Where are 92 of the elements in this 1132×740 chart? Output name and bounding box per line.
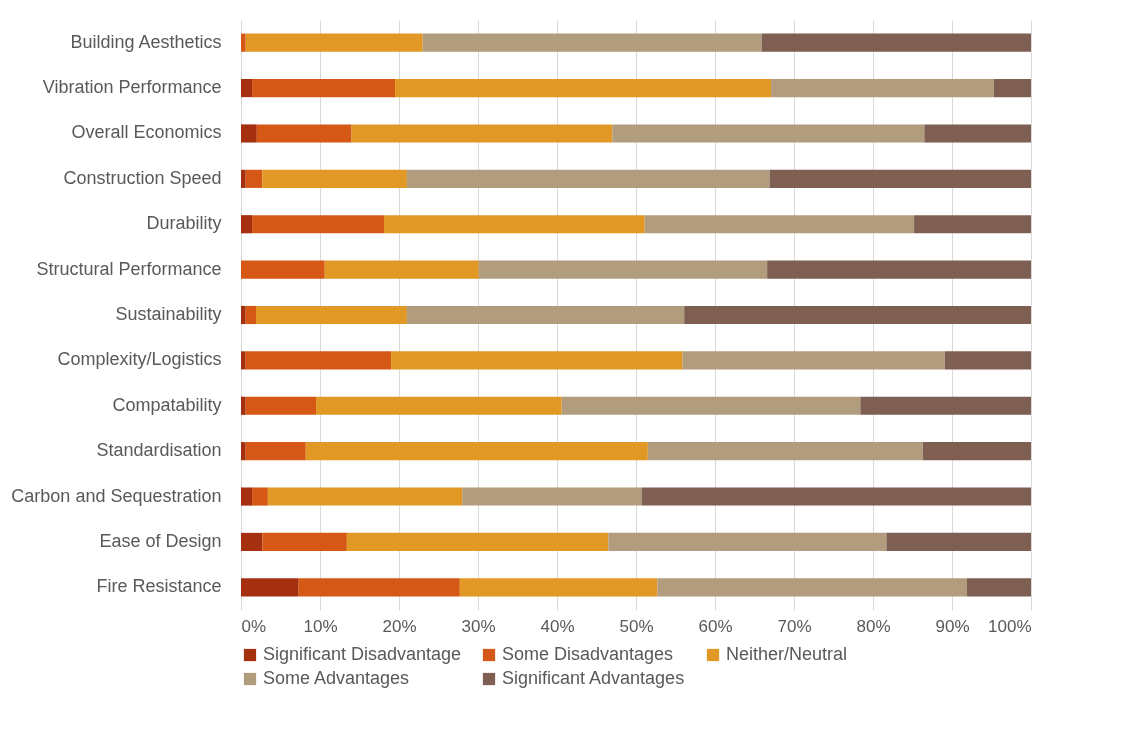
y-tick-label: Construction Speed: [63, 167, 222, 188]
bar: [684, 305, 1031, 325]
bar: [241, 532, 263, 551]
y-tick-label: Building Aesthetics: [70, 31, 222, 52]
bar: [395, 79, 772, 98]
bar: [561, 396, 861, 415]
y-tick-label: Ease of Design: [99, 530, 222, 551]
bar: [944, 351, 1031, 370]
bar: [241, 169, 246, 188]
bar: [351, 124, 613, 143]
x-tick-label: 100%: [988, 616, 1032, 636]
x-tick-label: 70%: [777, 616, 812, 636]
bar: [252, 79, 396, 98]
y-tick-label: Vibration Performance: [42, 77, 222, 98]
x-tick-label: 20%: [382, 616, 417, 636]
bar: [771, 79, 994, 98]
bar: [612, 124, 925, 143]
y-tick-label: Carbon and Sequestration: [11, 485, 222, 506]
bar: [241, 351, 246, 370]
y-tick-label: Complexity/Logistics: [57, 349, 222, 370]
bar: [478, 260, 768, 279]
bar: [657, 578, 968, 597]
bar: [262, 169, 407, 188]
x-tick-label: 40%: [540, 616, 575, 636]
bar: [252, 487, 268, 506]
bar: [298, 578, 460, 597]
bar: [256, 305, 407, 325]
bar: [245, 442, 306, 461]
bar: [406, 305, 685, 325]
bar: [241, 215, 253, 234]
bar: [647, 442, 923, 461]
bar: [267, 487, 463, 506]
bar: [886, 532, 1031, 551]
bar: [245, 305, 257, 325]
bar: [252, 215, 384, 234]
legend-label: Some Disadvantages: [502, 644, 674, 664]
bar: [305, 442, 648, 461]
x-tick-label: 80%: [856, 616, 891, 636]
x-tick-label: 0%: [241, 616, 267, 636]
x-tick-label: 90%: [935, 616, 970, 636]
bar: [346, 532, 609, 551]
bar: [761, 33, 1031, 52]
bar: [422, 33, 762, 52]
y-tick-label: Fire Resistance: [96, 576, 222, 597]
bar: [462, 487, 642, 506]
bar: [241, 487, 253, 506]
bar: [241, 124, 257, 143]
x-tick-label: 10%: [303, 616, 338, 636]
y-tick-label: Overall Economics: [71, 122, 222, 143]
bar: [914, 215, 1031, 234]
bar: [608, 532, 887, 551]
bar: [383, 215, 645, 234]
bar: [644, 215, 915, 234]
y-tick-label: Structural Performance: [36, 258, 222, 279]
y-tick-label: Durability: [146, 213, 222, 234]
bar: [406, 169, 770, 188]
bar: [324, 260, 479, 279]
bar: [241, 79, 253, 98]
x-tick-label: 50%: [619, 616, 654, 636]
bar: [262, 532, 347, 551]
y-tick-label: Standardisation: [96, 440, 222, 461]
x-tick-label: 60%: [698, 616, 733, 636]
bar: [769, 169, 1031, 188]
legend-label: Neither/Neutral: [726, 644, 848, 664]
bar: [459, 578, 658, 597]
bar: [245, 351, 392, 370]
bar: [241, 578, 299, 597]
bar: [391, 351, 683, 370]
bar: [682, 351, 945, 370]
bar: [641, 487, 1031, 506]
bar: [860, 396, 1031, 415]
bar: [245, 33, 423, 52]
y-tick-label: Compatability: [112, 394, 222, 415]
legend-label: Some Advantages: [263, 668, 410, 688]
bar: [256, 124, 352, 143]
bar: [767, 260, 1031, 279]
bar: [241, 260, 325, 279]
bar: [245, 169, 263, 188]
x-tick-label: 30%: [461, 616, 496, 636]
bar: [241, 396, 246, 415]
bar: [924, 124, 1031, 143]
legend-label: Significant Advantages: [502, 668, 685, 688]
bar: [241, 442, 246, 461]
bar: [241, 305, 246, 325]
bar: [245, 396, 317, 415]
bar: [316, 396, 562, 415]
bar: [922, 442, 1031, 461]
bar: [993, 79, 1031, 98]
bar: [967, 578, 1031, 597]
bar: [241, 33, 246, 52]
legend-label: Significant Disadvantage: [263, 644, 462, 664]
y-tick-label: Sustainability: [115, 304, 222, 324]
